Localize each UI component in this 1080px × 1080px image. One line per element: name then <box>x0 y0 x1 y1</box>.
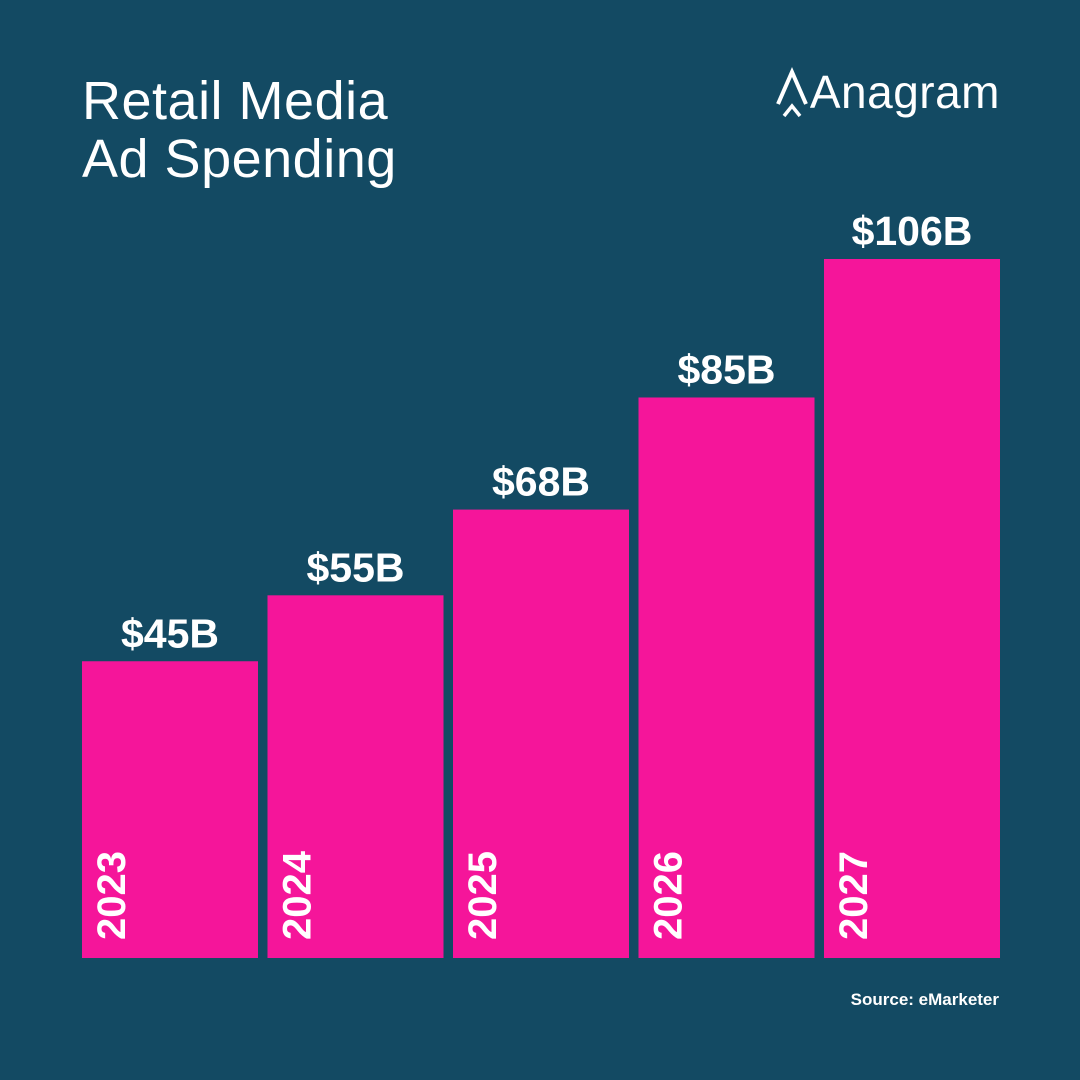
chart-title: Retail Media Ad Spending <box>82 72 397 188</box>
data-label-2024: $55B <box>306 544 404 590</box>
data-label-2026: $85B <box>677 346 775 392</box>
chart-title-line-2: Ad Spending <box>82 129 397 189</box>
bar-2024 <box>267 595 444 958</box>
anagram-a-caret-icon <box>776 67 808 118</box>
brand-logo: Anagram <box>775 66 1000 118</box>
bar-2025 <box>453 509 629 958</box>
category-label-2027: 2027 <box>832 851 876 940</box>
bar-2026 <box>638 397 815 958</box>
category-label-2023: 2023 <box>90 851 134 940</box>
source-note: Source: eMarketer <box>850 990 999 1009</box>
category-label-2026: 2026 <box>647 851 691 940</box>
chart-title-line-1: Retail Media <box>82 71 389 131</box>
category-label-2024: 2024 <box>276 850 320 940</box>
brand-name: Anagram <box>809 66 1000 118</box>
data-label-2027: $106B <box>852 208 973 254</box>
category-label-2025: 2025 <box>461 851 505 940</box>
bar-2023 <box>82 661 258 958</box>
bar-2027 <box>824 259 1000 958</box>
data-label-2023: $45B <box>121 610 219 656</box>
data-label-2025: $68B <box>492 459 590 505</box>
